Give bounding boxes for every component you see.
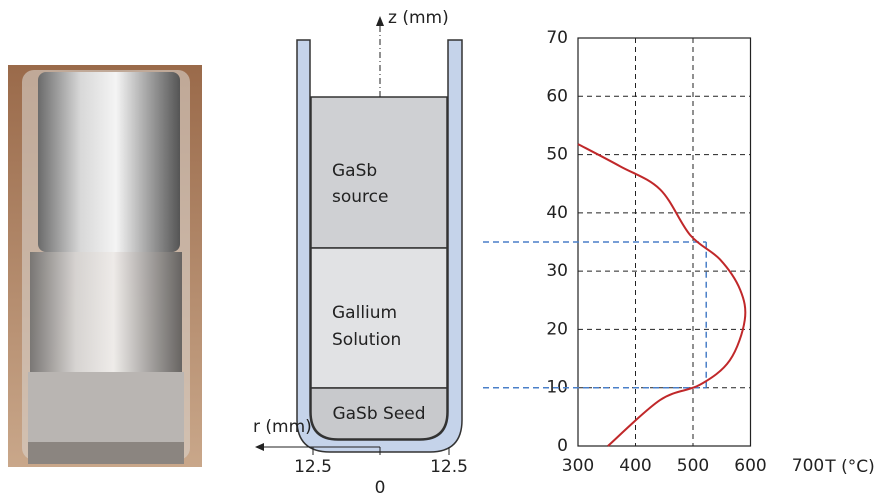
layer-label: Gallium bbox=[332, 303, 397, 323]
x-tick-label: 700 bbox=[792, 456, 824, 476]
x-axis-title: T (°C) bbox=[824, 457, 874, 477]
x-tick-label: 500 bbox=[677, 456, 709, 476]
r-tick-label: 12.5 bbox=[430, 457, 468, 477]
layer-label: Solution bbox=[332, 330, 401, 350]
y-tick-label: 20 bbox=[546, 319, 568, 339]
layer-label: GaSb bbox=[332, 161, 377, 181]
x-tick-label: 300 bbox=[562, 456, 594, 476]
r-label: r (mm) bbox=[253, 417, 312, 437]
r-tick-label: 12.5 bbox=[294, 457, 332, 477]
r-tick-label: 0 bbox=[375, 478, 386, 496]
layer-label: source bbox=[332, 187, 388, 207]
temperature-curve bbox=[578, 144, 745, 446]
photo bbox=[8, 65, 202, 467]
y-tick-label: 30 bbox=[546, 261, 568, 281]
y-tick-label: 40 bbox=[546, 203, 568, 223]
z-label: z (mm) bbox=[388, 8, 449, 28]
y-tick-label: 0 bbox=[557, 436, 568, 456]
y-tick-label: 50 bbox=[546, 145, 568, 165]
x-tick-label: 600 bbox=[734, 456, 766, 476]
x-tick-label: 400 bbox=[619, 456, 651, 476]
y-tick-label: 60 bbox=[546, 86, 568, 106]
y-tick-label: 70 bbox=[546, 28, 568, 48]
figure: z (mm) r (mm) GaSb source Gallium Soluti… bbox=[0, 0, 878, 496]
layer-label: GaSb Seed bbox=[332, 404, 425, 424]
crucible: z (mm) r (mm) GaSb source Gallium Soluti… bbox=[253, 8, 468, 496]
